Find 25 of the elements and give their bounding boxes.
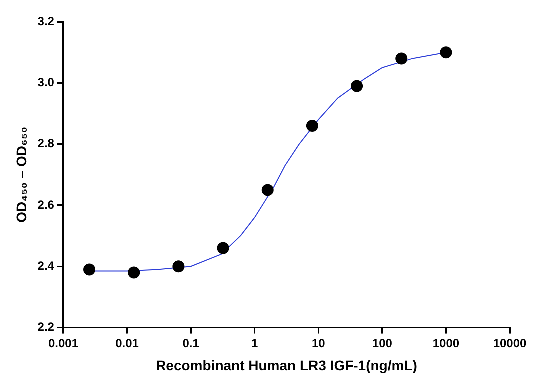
y-tick-label: 2.8 bbox=[38, 136, 55, 151]
x-tick-label: 10000 bbox=[493, 336, 528, 350]
x-tick-label: 0.001 bbox=[48, 336, 79, 350]
x-tick-label: 0.1 bbox=[182, 336, 200, 350]
y-tick-label: 2.4 bbox=[38, 258, 55, 273]
point bbox=[217, 242, 230, 254]
point bbox=[440, 46, 452, 59]
y-tick-label: 2.6 bbox=[38, 198, 55, 212]
y-axis-title: OD₄₅₀ – OD₆₅₀ bbox=[13, 126, 30, 223]
point bbox=[351, 80, 364, 92]
x-tick-label: 100 bbox=[372, 336, 393, 350]
x-tick-label: 10 bbox=[312, 336, 326, 350]
point bbox=[84, 264, 96, 276]
x-tick-label: 0.01 bbox=[116, 336, 140, 350]
point bbox=[262, 184, 274, 196]
x-axis-title: Recombinant Human LR3 IGF-1(ng/mL) bbox=[156, 357, 418, 374]
point bbox=[172, 260, 185, 273]
x-tick-label: 1 bbox=[252, 336, 259, 350]
y-tick-label: 3.2 bbox=[38, 14, 55, 28]
point bbox=[306, 120, 318, 132]
y-tick-label: 2.2 bbox=[38, 320, 55, 334]
point bbox=[396, 52, 408, 65]
x-tick-label: 1000 bbox=[432, 336, 460, 350]
y-tick-label: 3.0 bbox=[38, 75, 55, 90]
point bbox=[128, 266, 140, 279]
